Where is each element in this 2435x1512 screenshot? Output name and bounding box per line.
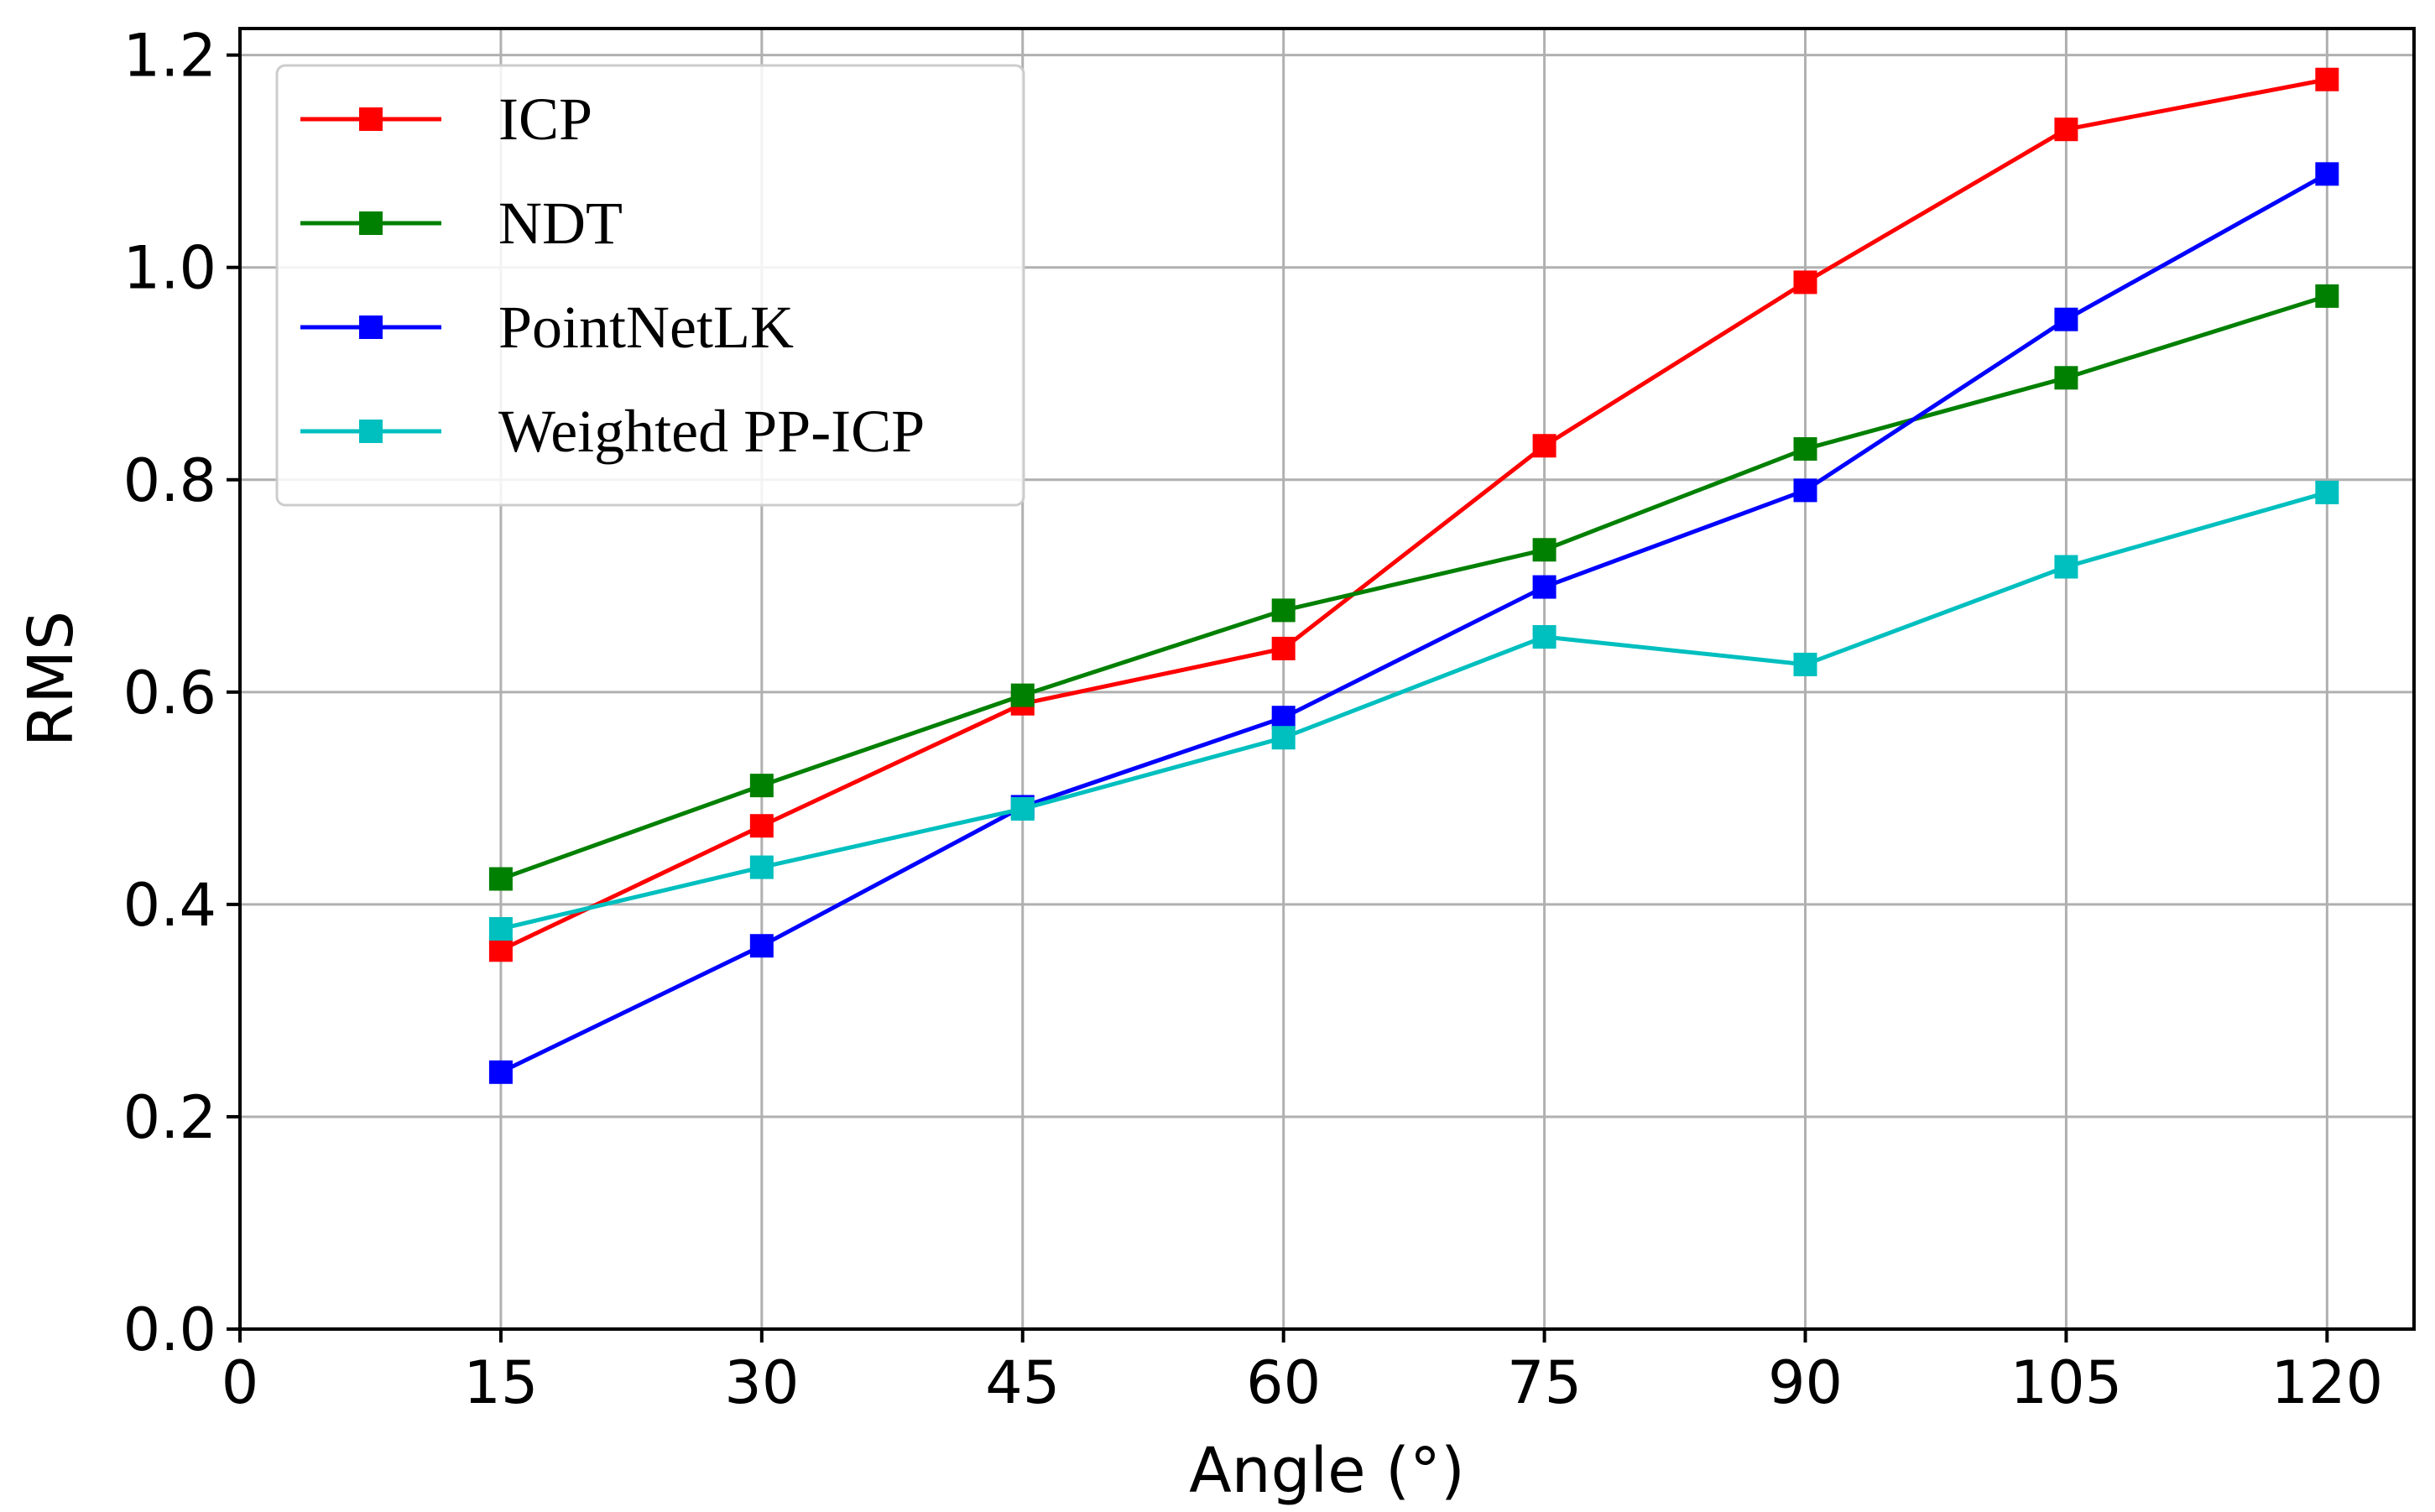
x-tick-label: 60 [1246, 1348, 1321, 1417]
data-point [749, 934, 774, 958]
legend-label: PointNetLK [498, 294, 794, 361]
data-point [488, 867, 513, 891]
data-point [2054, 307, 2078, 331]
legend-marker [359, 315, 383, 339]
series-weighted-pp-icp [488, 480, 2339, 941]
x-tick-label: 120 [2271, 1348, 2384, 1417]
data-point [1271, 726, 1296, 750]
y-tick-label: 1.0 [123, 234, 216, 303]
x-tick-label: 15 [463, 1348, 538, 1417]
legend-box [275, 64, 1025, 507]
legend-entry: Weighted PP-ICP [300, 398, 925, 465]
legend: ICP NDT PointNetLK Weighted PP-ICP [275, 64, 1025, 507]
ticks: 0 15 30 45 60 75 90 105 120 0.0 0.2 0.4 0.6 0.8 1.0 1.2 [123, 22, 2383, 1417]
data-point [488, 938, 513, 962]
y-axis-title: RMS [15, 611, 87, 747]
data-point [1010, 683, 1035, 707]
data-point [488, 916, 513, 941]
data-point [2315, 162, 2339, 186]
y-tick-label: 0.8 [123, 446, 216, 515]
data-point [2315, 480, 2339, 504]
x-tick-label: 45 [985, 1348, 1060, 1417]
x-tick-label: 30 [724, 1348, 799, 1417]
data-point [1532, 575, 1556, 599]
data-point [1793, 437, 1817, 461]
data-point [1271, 706, 1296, 730]
data-point [2315, 284, 2339, 308]
data-point [1271, 636, 1296, 660]
data-point [749, 774, 774, 798]
plot-frame [238, 27, 2416, 1331]
legend-label: NDT [498, 190, 623, 257]
x-tick-label: 75 [1507, 1348, 1582, 1417]
y-tick-label: 1.2 [123, 22, 216, 91]
series-line [500, 490, 2328, 931]
data-point [488, 1060, 513, 1084]
x-tick-label: 0 [222, 1348, 259, 1417]
data-point [1271, 598, 1296, 623]
series-group [488, 67, 2339, 1084]
series-ndt [488, 284, 2339, 891]
legend-entry: NDT [300, 190, 623, 257]
series-line [499, 172, 2328, 1075]
series-line [499, 77, 2328, 952]
x-tick-label: 90 [1768, 1348, 1843, 1417]
y-tick-label: 0.4 [123, 871, 216, 940]
data-point [2054, 366, 2078, 390]
legend-label: Weighted PP-ICP [498, 398, 925, 465]
y-tick-label: 0.2 [123, 1083, 216, 1152]
data-point [1010, 797, 1035, 821]
legend-label: ICP [498, 86, 592, 153]
y-tick-label: 0.6 [123, 659, 216, 727]
x-tick-label: 105 [2010, 1348, 2123, 1417]
data-point [1793, 270, 1817, 295]
legend-entry: PointNetLK [300, 294, 794, 361]
data-point [1532, 434, 1556, 458]
data-point [1532, 625, 1556, 649]
data-point [1793, 652, 1817, 676]
y-tick-label: 0.0 [123, 1296, 216, 1364]
legend-marker [359, 420, 383, 443]
data-point [1793, 478, 1817, 503]
data-point [2315, 67, 2339, 91]
data-point [2054, 555, 2078, 579]
legend-marker [359, 211, 383, 235]
series-line [500, 294, 2328, 881]
data-point [749, 855, 774, 879]
data-point [749, 814, 774, 838]
x-axis-title: Angle (°) [1189, 1435, 1465, 1507]
legend-entry: ICP [300, 86, 592, 153]
data-point [2054, 117, 2078, 142]
data-point [1532, 538, 1556, 562]
legend-marker [359, 107, 383, 131]
